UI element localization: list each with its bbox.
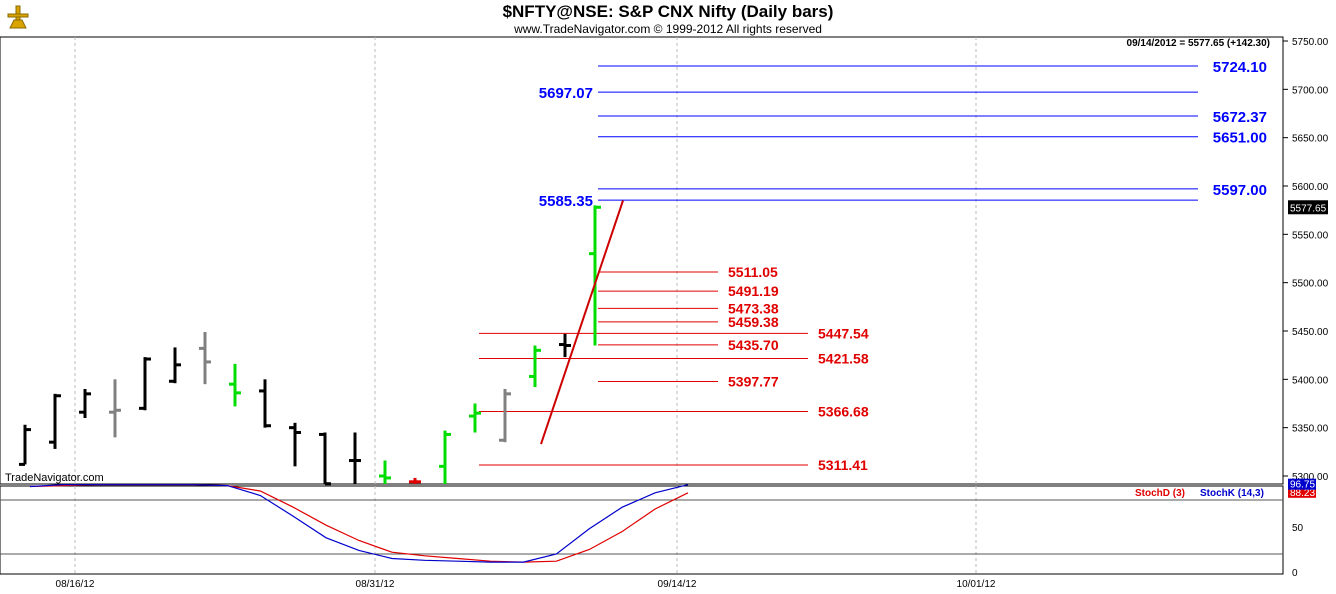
date-tick-label: 08/16/12: [56, 579, 95, 590]
stoch-panel-frame: [0, 485, 1284, 575]
copyright-text: www.TradeNavigator.com © 1999-2012 All r…: [513, 22, 822, 36]
price-tick-label: 5500.00: [1292, 279, 1329, 290]
resistance-label: 5724.10: [1213, 59, 1267, 76]
last-price-label: 5577.65: [1290, 203, 1327, 214]
price-tick-label: 5400.00: [1292, 375, 1329, 386]
price-tick-label: 5550.00: [1292, 230, 1329, 241]
stoch-tick-label: 50: [1292, 523, 1304, 534]
support-label: 5397.77: [728, 373, 779, 389]
price-tick-label: 5350.00: [1292, 424, 1329, 435]
support-label: 5459.38: [728, 314, 779, 330]
price-tick-label: 5450.00: [1292, 327, 1329, 338]
stoch-tick-label: 0: [1292, 568, 1298, 579]
price-tick-label: 5650.00: [1292, 134, 1329, 145]
price-axis: 5750.00 5700.00 5650.00 5600.00 5550.00 5500.…: [1283, 37, 1329, 483]
last-price-box: [1288, 200, 1328, 215]
price-panel-frame: [0, 36, 1284, 485]
price-tick-label: 5600.00: [1292, 182, 1329, 193]
chart-title: $NFTY@NSE: S&P CNX Nifty (Daily bars): [503, 2, 834, 21]
support-label: 5311.41: [818, 457, 868, 473]
stoch-series-1: [29, 484, 689, 563]
stoch-last-label-1: 96.75: [1290, 480, 1315, 491]
resistance-label: 5651.00: [1213, 130, 1267, 147]
resistance-label: 5672.37: [1213, 109, 1267, 126]
price-bars: [19, 205, 601, 486]
watermark: TradeNavigator.com: [5, 472, 104, 484]
legend-stochd: StochD (3): [1135, 488, 1185, 499]
grid: [74, 37, 977, 574]
stoch-last-box-0: [1288, 486, 1316, 498]
trend-line: [540, 200, 624, 445]
resistance-label: 5597.00: [1213, 182, 1267, 199]
support-label: 5435.70: [728, 337, 779, 353]
price-tick-label: 5700.00: [1292, 85, 1329, 96]
price-tick-label: 5750.00: [1292, 37, 1329, 48]
last-bar-info: 09/14/2012 = 5577.65 (+142.30): [1127, 38, 1270, 49]
trend-line-group: [540, 200, 624, 445]
resistance-label: 5585.35: [539, 193, 593, 210]
support-label: 5491.19: [728, 283, 779, 299]
stoch-last-box-1: [1288, 478, 1316, 490]
price-levels: 5724.10 5697.07 5672.37 5651.00 5597.00 5585.…: [479, 59, 1267, 473]
support-label: 5421.58: [818, 350, 869, 366]
support-label: 5511.05: [728, 264, 778, 280]
logo-icon: [4, 4, 32, 32]
date-tick-label: 09/14/12: [658, 579, 697, 590]
legend-stochk: StochK (14,3): [1200, 488, 1264, 499]
support-label: 5366.68: [818, 404, 869, 420]
support-label: 5473.38: [728, 300, 779, 316]
resistance-label: 5697.07: [539, 85, 593, 102]
stoch-last-label-0: 88.23: [1290, 488, 1315, 499]
date-tick-label: 10/01/12: [957, 579, 996, 590]
date-axis: 08/16/12 08/31/12 09/14/12 10/01/12: [56, 579, 996, 590]
date-tick-label: 08/31/12: [356, 579, 395, 590]
support-label: 5447.54: [818, 325, 869, 341]
price-tick-label: 5300.00: [1292, 472, 1329, 483]
